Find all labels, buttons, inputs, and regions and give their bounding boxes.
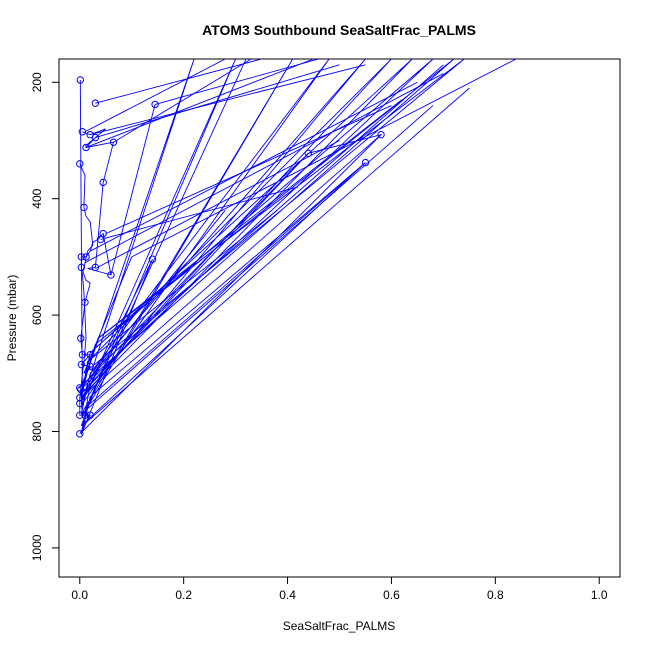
data-point	[99, 229, 107, 238]
profile-segment	[87, 209, 278, 363]
x-axis-label: SeaSaltFrac_PALMS	[283, 619, 396, 633]
x-tick-label: 0.6	[383, 588, 400, 602]
profile-segment	[82, 134, 382, 397]
data-point	[109, 138, 118, 146]
data-point	[76, 76, 84, 84]
profile-segment	[89, 81, 418, 252]
data-point	[91, 263, 100, 272]
x-tick-label: 0.2	[175, 588, 192, 602]
data-point	[151, 100, 159, 109]
data-point	[86, 350, 94, 359]
profile-segment	[95, 59, 262, 104]
profile-segment	[84, 162, 366, 409]
data-point	[86, 362, 94, 371]
data-point	[80, 203, 88, 212]
profile-segment	[82, 87, 470, 427]
x-tick-label: 0.4	[279, 588, 296, 602]
profile-segment	[97, 99, 403, 339]
plot-frame	[58, 58, 621, 578]
data-point	[76, 411, 84, 419]
y-axis: 200 400 600 800 1000	[30, 72, 59, 561]
y-tick-label: 600	[30, 305, 44, 325]
data-point	[148, 255, 157, 263]
profile-segment	[110, 104, 156, 276]
profile-segment	[113, 59, 252, 143]
marker-layer	[76, 76, 385, 438]
data-point	[377, 130, 385, 139]
x-tick-label: 0.8	[487, 588, 504, 602]
data-point	[77, 334, 85, 343]
profile-segment	[90, 64, 366, 136]
data-point	[77, 360, 86, 369]
data-point	[86, 411, 94, 419]
x-tick-label: 1.0	[591, 588, 608, 602]
data-point	[81, 411, 89, 419]
profile-segment	[85, 59, 314, 148]
y-tick-label: 400	[30, 188, 44, 208]
profile-line	[79, 163, 94, 385]
data-point	[81, 298, 89, 306]
data-point	[78, 128, 87, 136]
profile-segment	[84, 59, 226, 133]
chart-title: ATOM3 Southbound SeaSaltFrac_PALMS	[202, 22, 476, 38]
data-point	[99, 178, 107, 187]
data-point	[91, 99, 100, 107]
data-point	[107, 271, 115, 279]
profile-segment	[83, 210, 226, 386]
data-point	[82, 143, 90, 152]
profile-segment	[84, 73, 444, 264]
data-point	[76, 430, 84, 438]
data-point	[91, 133, 100, 142]
data-point	[76, 399, 84, 408]
data-point	[82, 253, 90, 261]
series-layer	[79, 59, 517, 435]
data-point	[78, 350, 87, 359]
y-tick-label: 800	[30, 421, 44, 441]
data-point	[76, 160, 84, 168]
profile-segment	[95, 140, 340, 269]
data-point	[77, 263, 86, 272]
y-tick-label: 1000	[30, 534, 44, 561]
profile-segment	[100, 186, 299, 240]
profile-segment	[95, 64, 340, 139]
data-point	[76, 384, 84, 392]
profile-line	[79, 59, 517, 435]
data-point	[361, 158, 370, 167]
data-point	[76, 394, 84, 402]
data-point	[304, 149, 313, 157]
y-axis-label: Pressure (mbar)	[5, 275, 19, 362]
data-point	[77, 385, 85, 394]
y-tick-label: 200	[30, 72, 44, 92]
profile-segment	[81, 105, 434, 415]
profile-line	[79, 128, 115, 435]
data-point	[77, 253, 86, 261]
x-axis: 0.0 0.2 0.4 0.6 0.8 1.0	[71, 577, 608, 602]
profile-segment	[154, 59, 319, 105]
x-tick-label: 0.0	[71, 588, 88, 602]
